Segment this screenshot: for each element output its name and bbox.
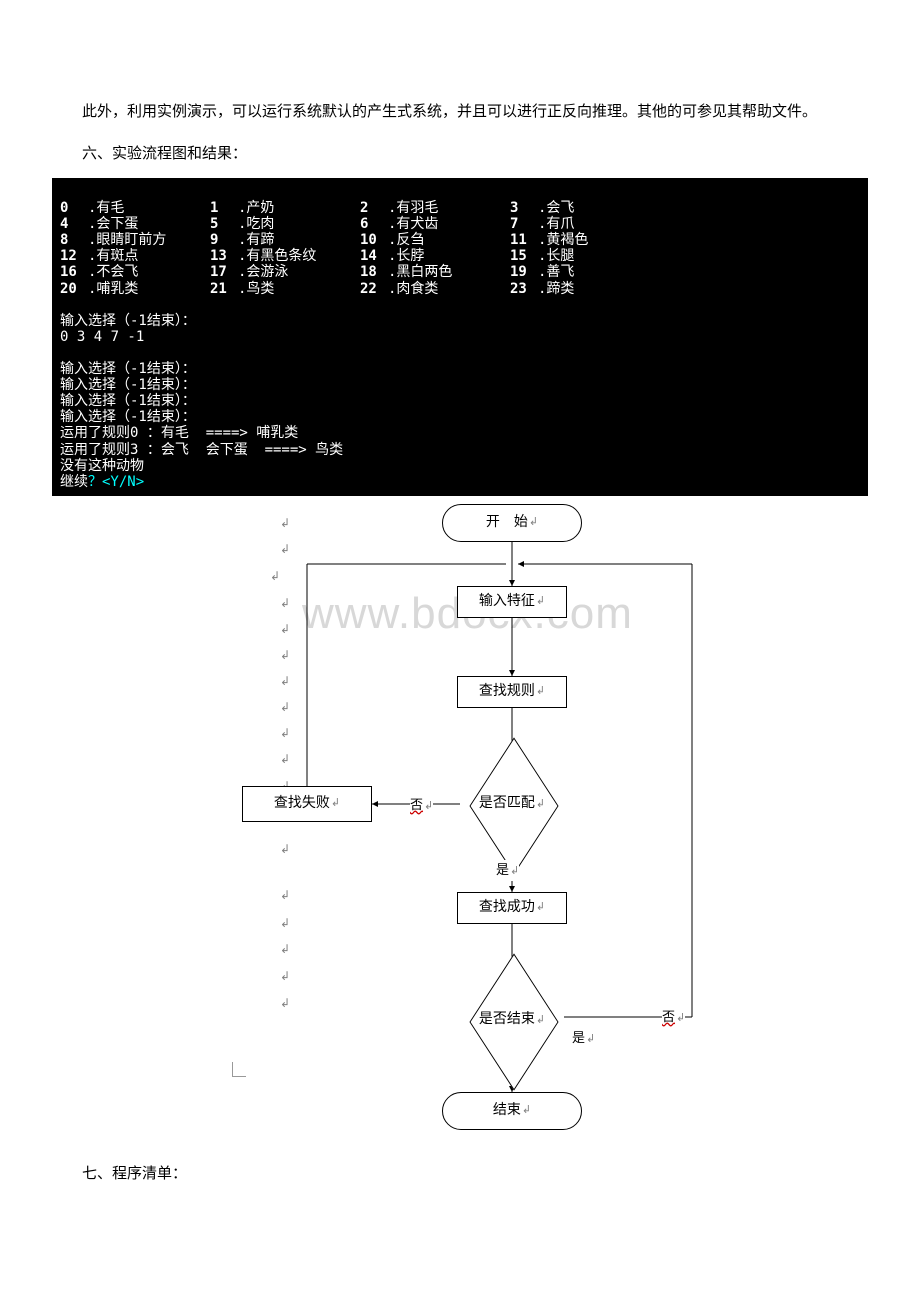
node-start: 开 始↲: [442, 504, 582, 542]
section-7-title: 七、程序清单：: [52, 1162, 868, 1186]
flowchart: www.bdocx.com ↲ ↲ ↲ ↲ ↲ ↲ ↲ ↲ ↲ ↲ ↲ ↲ ↲ …: [192, 504, 832, 1144]
node-search: 查找规则↲: [457, 676, 567, 708]
console-output: 0.有毛1.产奶2.有羽毛3.会飞4.会下蛋5.吃肉6.有犬齿7.有爪8.眼睛盯…: [52, 178, 868, 496]
section-6-title: 六、实验流程图和结果：: [52, 142, 868, 166]
node-input: 输入特征↲: [457, 586, 567, 618]
console-prompt: 输入选择（-1结束）：: [60, 313, 196, 329]
edge-no-1: 否↲: [410, 795, 433, 816]
console-input: 0 3 4 7 -1: [60, 329, 144, 345]
node-match: 是否匹配↲: [460, 758, 564, 850]
intro-paragraph: 此外，利用实例演示，可以运行系统默认的产生式系统，并且可以进行正反向推理。其他的…: [52, 100, 868, 124]
node-end-q: 是否结束↲: [460, 974, 564, 1066]
edge-no-2: 否↲: [662, 1007, 685, 1028]
node-fail: 查找失败↲: [242, 786, 372, 822]
node-end: 结束↲: [442, 1092, 582, 1130]
edge-yes-2: 是↲: [572, 1028, 595, 1049]
edge-yes-1: 是↲: [496, 860, 519, 881]
node-success: 查找成功↲: [457, 892, 567, 924]
